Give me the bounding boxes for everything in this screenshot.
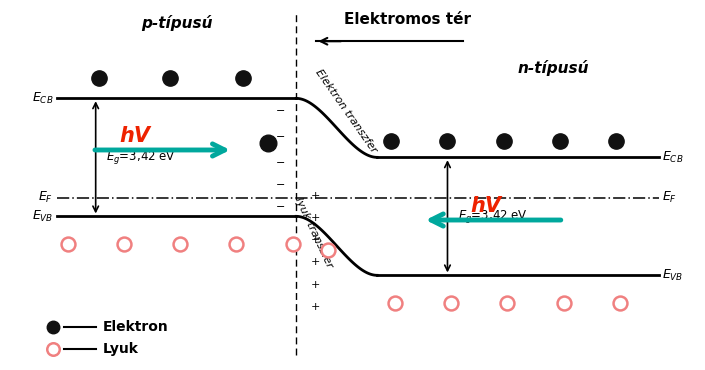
Text: lyuk transzfer: lyuk transzfer: [293, 196, 334, 270]
Text: Elektron transzfer: Elektron transzfer: [314, 67, 379, 154]
Text: $E_{VB}$: $E_{VB}$: [32, 209, 54, 224]
Text: $E_g$=3,42 eV: $E_g$=3,42 eV: [458, 208, 528, 225]
Text: +: +: [311, 213, 321, 223]
Text: hV: hV: [471, 196, 502, 216]
Text: Elektromos tér: Elektromos tér: [343, 12, 470, 27]
Text: +: +: [311, 302, 321, 312]
Text: +: +: [311, 258, 321, 268]
Text: +: +: [311, 235, 321, 245]
Text: Lyuk: Lyuk: [103, 342, 139, 356]
Text: $E_{CB}$: $E_{CB}$: [32, 91, 54, 106]
Text: p-típusú: p-típusú: [141, 16, 212, 31]
Text: +: +: [311, 191, 321, 201]
Text: Elektron: Elektron: [103, 320, 168, 334]
Text: hV: hV: [119, 126, 150, 146]
Text: −: −: [276, 106, 286, 116]
Text: n-típusú: n-típusú: [517, 60, 589, 76]
Text: $E_{CB}$: $E_{CB}$: [662, 150, 684, 165]
Text: $E_F$: $E_F$: [39, 190, 54, 205]
Text: −: −: [276, 158, 286, 168]
Text: −: −: [276, 132, 286, 142]
Text: −: −: [276, 202, 286, 212]
Text: $E_F$: $E_F$: [662, 190, 677, 205]
Text: −: −: [276, 180, 286, 190]
Text: +: +: [311, 279, 321, 289]
Text: $E_{VB}$: $E_{VB}$: [662, 268, 683, 283]
Text: $E_g$=3,42 eV: $E_g$=3,42 eV: [106, 149, 176, 166]
